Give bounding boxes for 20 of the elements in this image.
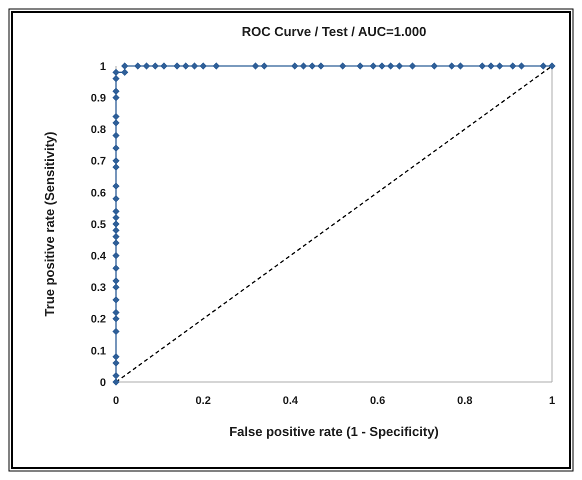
chart-title: ROC Curve / Test / AUC=1.000 <box>242 24 426 39</box>
y-tick-label: 0.2 <box>90 314 106 326</box>
y-tick-label: 0 <box>100 376 106 389</box>
x-tick-label: 0.2 <box>196 395 211 407</box>
x-tick-label: 0 <box>112 395 120 407</box>
y-tick-label: 0.1 <box>90 345 106 358</box>
x-tick-label: 0.4 <box>282 395 299 407</box>
y-tick-label: 0.5 <box>90 218 106 231</box>
y-tick-label: 0.3 <box>90 282 106 294</box>
y-axis-title: True positive rate (Sensitivity) <box>42 132 57 316</box>
y-tick-label: 1 <box>100 60 106 73</box>
x-tick-label: 1 <box>548 395 556 407</box>
y-tick-label: 0.6 <box>90 187 106 200</box>
x-tick-label: 0.8 <box>457 395 472 407</box>
y-tick-label: 0.8 <box>90 124 106 136</box>
y-tick-label: 0.4 <box>90 250 107 262</box>
x-axis-title: False positive rate (1 - Specificity) <box>229 424 439 439</box>
y-tick-label: 0.7 <box>90 156 106 168</box>
y-tick-label: 0.9 <box>90 92 106 104</box>
x-tick-label: 0.6 <box>370 395 386 407</box>
